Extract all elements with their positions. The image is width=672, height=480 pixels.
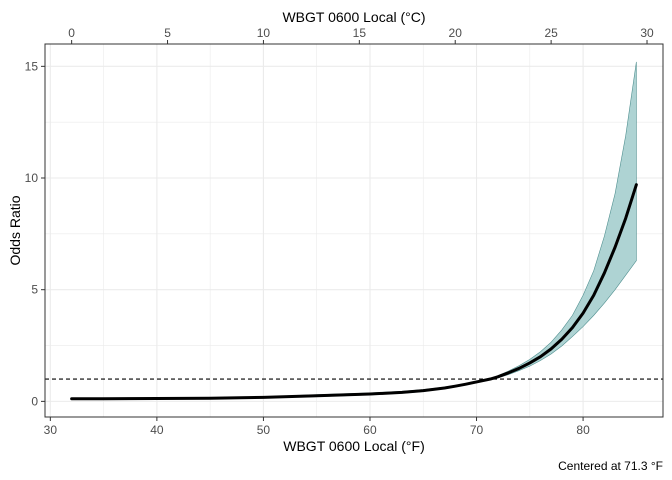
x2-tick-label: 5 <box>164 26 171 40</box>
x2-tick-label: 10 <box>257 26 271 40</box>
x-tick-label: 70 <box>470 423 484 437</box>
y-tick-label: 0 <box>31 394 38 408</box>
y-tick-label: 15 <box>25 59 39 73</box>
x-tick-label: 30 <box>44 423 58 437</box>
y-tick-label: 5 <box>31 283 38 297</box>
bottom-axis-title: WBGT 0600 Local (°F) <box>283 438 425 454</box>
top-axis-title: WBGT 0600 Local (°C) <box>282 9 425 25</box>
y-axis-title: Odds Ratio <box>7 195 23 265</box>
x2-tick-label: 0 <box>68 26 75 40</box>
odds-ratio-line <box>70 183 638 401</box>
x2-tick-label: 25 <box>544 26 558 40</box>
chart-caption: Centered at 71.3 °F <box>558 459 663 473</box>
x-tick-label: 50 <box>257 423 271 437</box>
x-tick-label: 60 <box>363 423 377 437</box>
x-tick-label: 80 <box>576 423 590 437</box>
x2-tick-label: 30 <box>640 26 654 40</box>
x2-tick-label: 20 <box>449 26 463 40</box>
y-tick-label: 10 <box>25 171 39 185</box>
x2-tick-label: 15 <box>353 26 367 40</box>
axis-ticks: 30 40 50 60 70 80 0 5 10 15 20 25 30 0 5 10 15 <box>25 26 654 437</box>
panel-border <box>44 43 664 418</box>
x-tick-label: 40 <box>150 423 164 437</box>
gridlines <box>45 44 663 417</box>
